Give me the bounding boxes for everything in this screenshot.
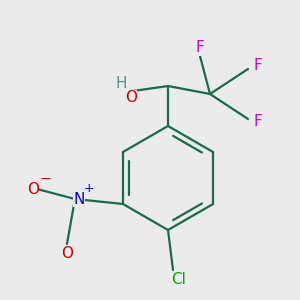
Text: −: − [39, 172, 51, 186]
Text: Cl: Cl [172, 272, 186, 287]
Text: +: + [84, 182, 94, 196]
Text: N: N [73, 191, 85, 206]
Text: H: H [115, 76, 127, 91]
Text: F: F [196, 40, 204, 56]
Text: O: O [27, 182, 39, 196]
Text: O: O [61, 247, 73, 262]
Text: O: O [125, 89, 137, 104]
Text: F: F [254, 58, 262, 73]
Text: F: F [254, 113, 262, 128]
